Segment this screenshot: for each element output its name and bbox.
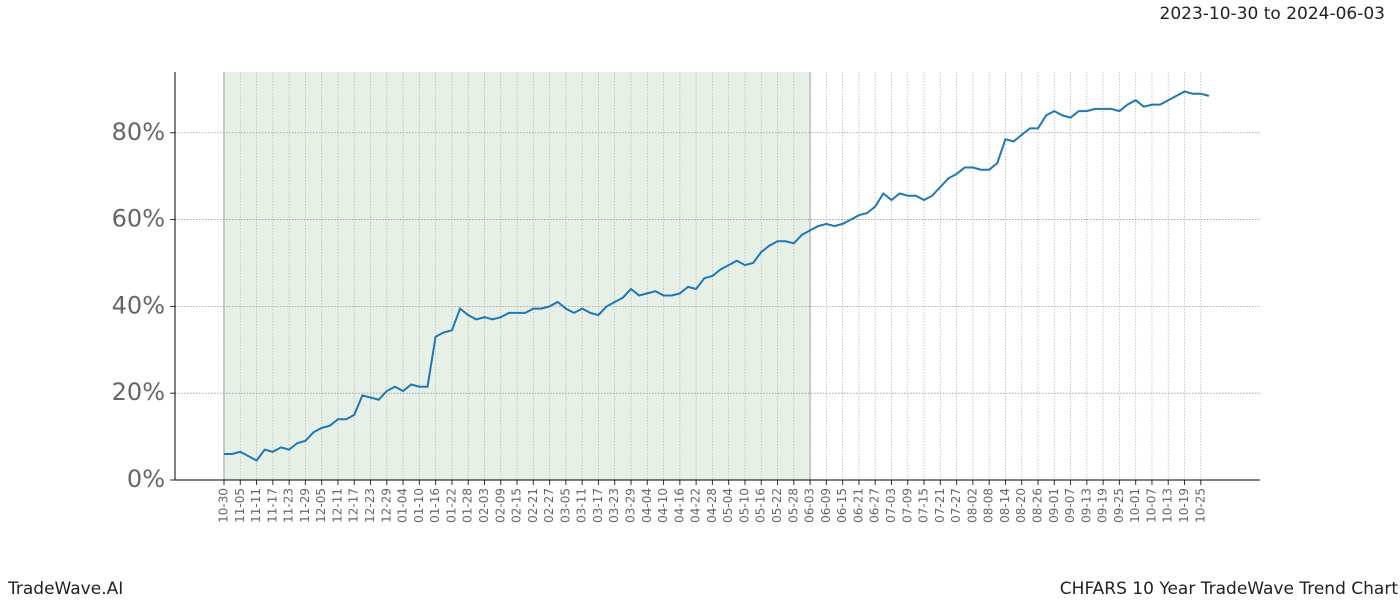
x-tick-label: 04-10 (656, 488, 670, 523)
x-tick-label: 11-29 (298, 488, 312, 523)
x-tick-label: 01-22 (444, 488, 458, 523)
x-tick-label: 09-13 (1079, 488, 1093, 523)
x-tick-label: 06-09 (819, 488, 833, 523)
x-tick-label: 12-05 (314, 488, 328, 523)
x-tick-label: 09-01 (1047, 488, 1061, 523)
x-tick-label: 03-05 (558, 488, 572, 523)
x-tick-label: 08-02 (965, 488, 979, 523)
date-range: 2023-10-30 to 2024-06-03 (1160, 4, 1385, 24)
x-tick-label: 09-07 (1063, 488, 1077, 523)
x-tick-label: 01-04 (396, 488, 410, 523)
x-tick-label: 07-09 (900, 488, 914, 523)
x-tick-label: 07-03 (884, 488, 898, 523)
x-tick-label: 03-11 (575, 488, 589, 523)
x-tick-label: 01-10 (412, 488, 426, 523)
x-tick-label: 07-21 (933, 488, 947, 523)
x-tick-label: 04-22 (689, 488, 703, 523)
x-tick-label: 01-28 (461, 488, 475, 523)
x-tick-label: 12-23 (363, 488, 377, 523)
x-tick-label: 06-27 (868, 488, 882, 523)
x-tick-label: 10-01 (1128, 488, 1142, 523)
x-tick-label: 12-11 (330, 488, 344, 523)
chart-title: CHFARS 10 Year TradeWave Trend Chart (1060, 579, 1399, 599)
x-tick-label: 04-04 (640, 488, 654, 523)
y-tick-label: 80% (112, 118, 165, 146)
x-tick-label: 04-28 (705, 488, 719, 523)
x-tick-label: 10-25 (1193, 488, 1207, 523)
x-tick-label: 02-09 (493, 488, 507, 523)
x-tick-label: 08-20 (1014, 488, 1028, 523)
x-tick-label: 02-21 (526, 488, 540, 523)
x-tick-label: 05-16 (754, 488, 768, 523)
x-tick-label: 04-16 (672, 488, 686, 523)
y-tick-label: 0% (127, 465, 165, 493)
x-tick-label: 05-10 (737, 488, 751, 523)
x-tick-label: 09-19 (1096, 488, 1110, 523)
x-tick-label: 10-19 (1177, 488, 1191, 523)
x-tick-label: 08-26 (1031, 488, 1045, 523)
brand: TradeWave.AI (7, 579, 123, 599)
x-tick-label: 05-28 (786, 488, 800, 523)
trend-line (224, 90, 1210, 462)
x-tick-label: 07-15 (917, 488, 931, 523)
x-tick-label: 05-04 (721, 488, 735, 523)
x-tick-label: 10-07 (1144, 488, 1158, 523)
x-tick-label: 02-03 (477, 488, 491, 523)
x-tick-label: 03-17 (591, 488, 605, 523)
x-tick-label: 07-27 (949, 488, 963, 523)
x-tick-label: 06-03 (803, 488, 817, 523)
y-tick-label: 40% (112, 291, 165, 319)
y-tick-label: 20% (112, 378, 165, 406)
x-tick-label: 03-29 (624, 488, 638, 523)
x-tick-label: 10-30 (217, 488, 231, 523)
x-tick-label: 03-23 (607, 488, 621, 523)
x-tick-label: 06-21 (851, 488, 865, 523)
x-tick-label: 09-25 (1112, 488, 1126, 523)
x-tick-label: 12-17 (347, 488, 361, 523)
x-tick-label: 08-08 (982, 488, 996, 523)
x-tick-label: 01-16 (428, 488, 442, 523)
x-tick-label: 11-17 (265, 488, 279, 523)
x-tick-label: 05-22 (770, 488, 784, 523)
x-tick-label: 10-13 (1161, 488, 1175, 523)
x-tick-label: 11-11 (249, 488, 263, 523)
x-tick-label: 02-15 (510, 488, 524, 523)
y-tick-label: 60% (112, 205, 165, 233)
x-tick-label: 12-29 (379, 488, 393, 523)
x-tick-label: 11-05 (233, 488, 247, 523)
x-tick-label: 11-23 (282, 488, 296, 523)
x-tick-label: 06-15 (835, 488, 849, 523)
x-tick-label: 08-14 (998, 488, 1012, 523)
x-tick-label: 02-27 (542, 488, 556, 523)
